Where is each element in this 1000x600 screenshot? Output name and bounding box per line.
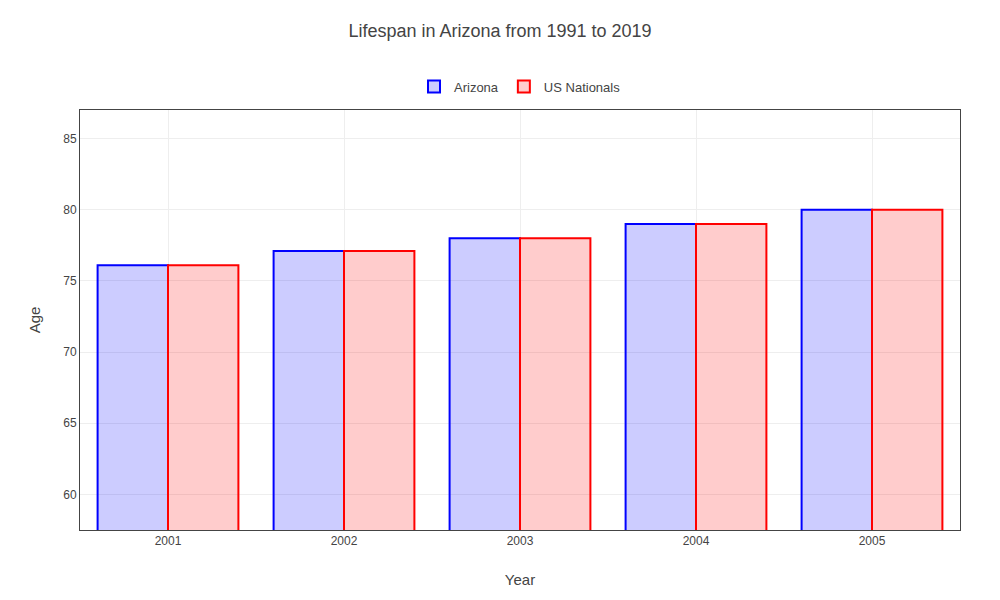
svg-text:2002: 2002 (331, 534, 358, 548)
svg-text:80: 80 (63, 203, 77, 217)
svg-text:Arizona: Arizona (454, 80, 499, 95)
svg-text:2003: 2003 (507, 534, 534, 548)
svg-text:2005: 2005 (859, 534, 886, 548)
svg-text:60: 60 (63, 488, 77, 502)
svg-text:65: 65 (63, 416, 77, 430)
svg-text:75: 75 (63, 274, 77, 288)
svg-text:85: 85 (63, 132, 77, 146)
svg-text:US Nationals: US Nationals (544, 80, 620, 95)
svg-text:2004: 2004 (683, 534, 710, 548)
svg-text:Year: Year (505, 571, 535, 588)
svg-text:Age: Age (26, 307, 43, 334)
svg-text:Lifespan in Arizona from 1991: Lifespan in Arizona from 1991 to 2019 (348, 21, 651, 41)
svg-text:70: 70 (63, 345, 77, 359)
svg-text:2001: 2001 (155, 534, 182, 548)
